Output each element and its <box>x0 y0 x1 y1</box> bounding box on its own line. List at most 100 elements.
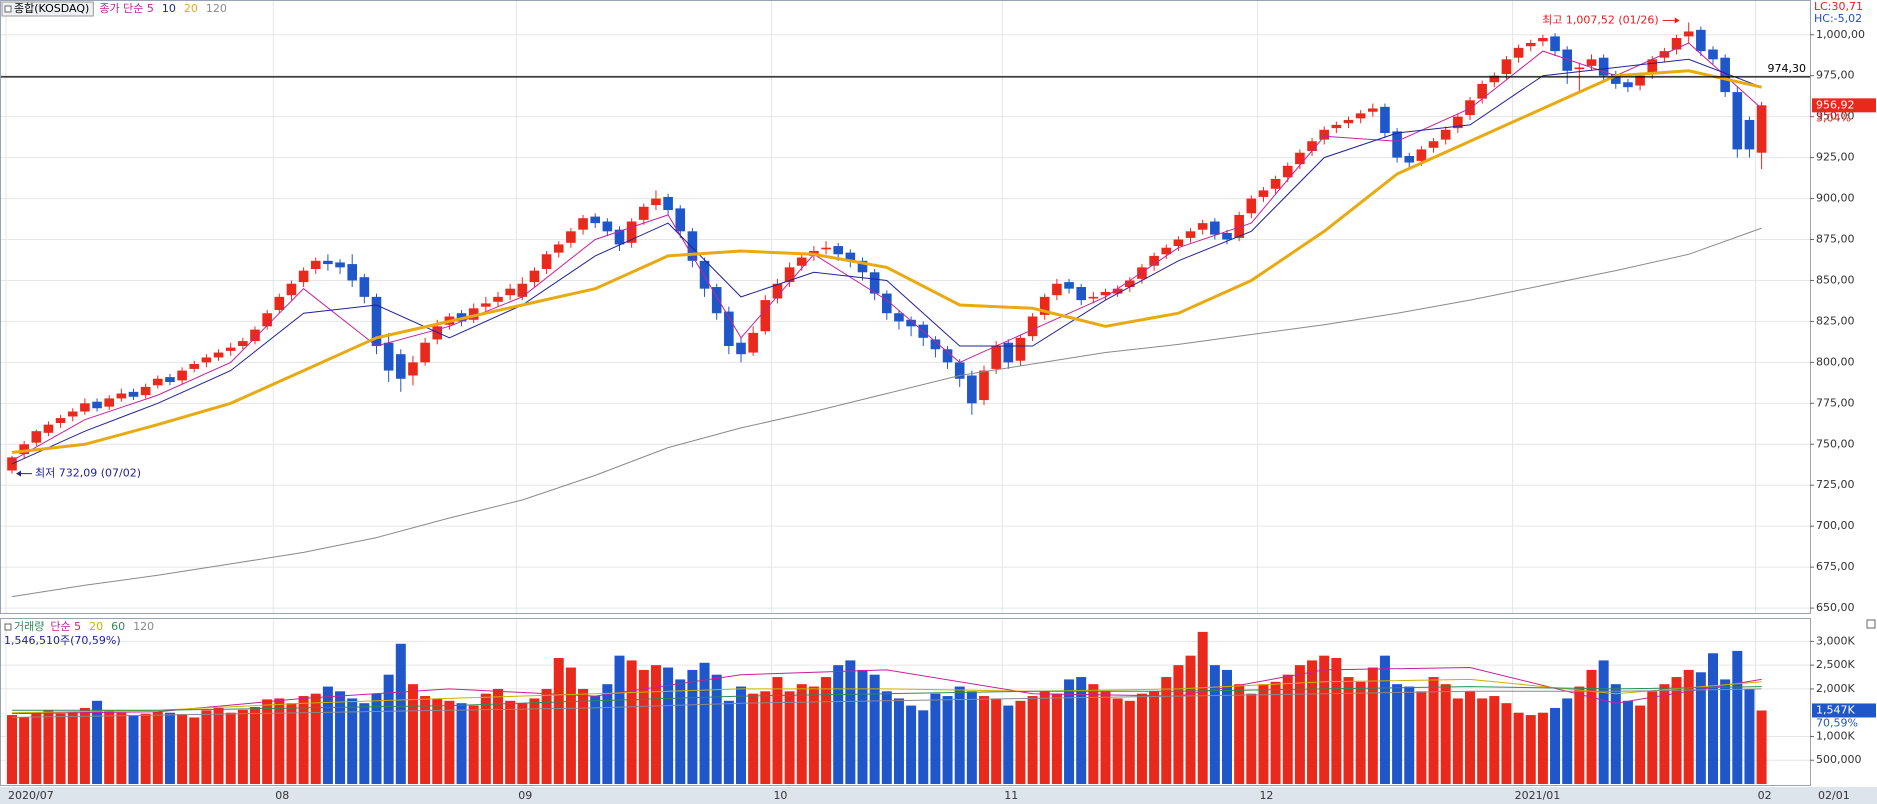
x-tick-label: 11 <box>1004 789 1018 802</box>
candle-body <box>1015 337 1026 361</box>
candle-body <box>833 246 843 255</box>
candle-body <box>1331 124 1342 129</box>
candle-body <box>578 218 588 230</box>
candle-body <box>323 260 333 265</box>
candle-body <box>602 221 613 232</box>
y-tick-label: 975,00 <box>1816 69 1855 82</box>
candle-body <box>517 283 528 297</box>
candle-body <box>1404 155 1415 163</box>
volume-bar <box>1598 660 1609 784</box>
y-tick-label: 1,000K <box>1816 729 1855 742</box>
volume-bar <box>92 700 103 784</box>
candle-body <box>639 206 649 220</box>
volume-bar <box>675 679 686 784</box>
volume-bar <box>906 705 917 784</box>
candle-body <box>1683 31 1694 37</box>
volume-bar <box>1671 677 1682 784</box>
volume-bar <box>1124 700 1135 784</box>
volume-bar <box>1452 698 1463 784</box>
candle-body <box>711 287 722 314</box>
candle-body <box>1513 47 1524 58</box>
volume-bar <box>432 698 443 784</box>
candle-body <box>262 313 272 327</box>
volume-bar <box>31 712 42 784</box>
candle-body <box>1149 255 1159 266</box>
candle-body <box>614 229 625 245</box>
candle-body <box>408 362 418 376</box>
candle-body <box>553 244 564 253</box>
x-axis-band <box>0 787 1877 804</box>
candle-body <box>1161 247 1172 255</box>
candle-body <box>1100 291 1111 296</box>
volume-bar <box>128 715 139 784</box>
volume-bar <box>541 688 552 784</box>
legend-box <box>1 1 94 17</box>
volume-bar <box>1222 669 1232 784</box>
volume-bar <box>517 703 528 784</box>
volume-bar <box>213 707 224 784</box>
candle-body <box>1756 105 1767 153</box>
y-tick-label: 2,500K <box>1816 658 1855 671</box>
candle-body <box>128 391 139 397</box>
y-tick-label: 675,00 <box>1816 560 1855 573</box>
candle-body <box>894 313 904 322</box>
ma-line <box>11 666 1762 715</box>
candle-body <box>991 345 1001 369</box>
y-tick-label: 725,00 <box>1816 478 1855 491</box>
legend-entry: 20 <box>89 620 103 633</box>
candle-body <box>1525 42 1536 47</box>
candle-body <box>153 378 163 386</box>
candle-body <box>1623 82 1633 88</box>
candle-body <box>736 342 746 355</box>
candle-body <box>55 418 66 423</box>
volume-bar <box>1732 650 1743 784</box>
candle-body <box>359 277 370 297</box>
candle-body <box>1222 232 1232 240</box>
candle-body <box>1562 49 1572 71</box>
volume-bar <box>626 660 637 784</box>
volume-bar <box>614 655 625 784</box>
price-panel-frame <box>0 0 1811 614</box>
volume-bar <box>1574 686 1585 784</box>
volume-bar <box>347 698 358 784</box>
candle-body <box>1197 223 1208 230</box>
volume-bar <box>116 712 127 784</box>
candle-body <box>1392 131 1402 158</box>
candle-body <box>1343 119 1354 124</box>
volume-bar <box>1294 665 1305 784</box>
volume-bar <box>736 686 746 784</box>
candle-body <box>1720 57 1730 93</box>
candle-body <box>1319 129 1329 140</box>
candle-body <box>92 401 102 409</box>
y-tick-label: 750,00 <box>1816 437 1855 450</box>
volume-bar <box>821 677 832 784</box>
candle-body <box>1708 49 1718 60</box>
ma-line <box>11 688 1762 718</box>
candle-body <box>165 377 175 383</box>
volume-bar <box>638 669 649 784</box>
y-tick-label: 925,00 <box>1816 151 1855 164</box>
volume-bar <box>796 684 807 784</box>
volume-bar <box>979 696 989 784</box>
candle-body <box>869 272 880 294</box>
x-tick-label: 08 <box>275 789 289 802</box>
candle-body <box>1671 38 1682 50</box>
y-tick-label: 1,000,00 <box>1816 28 1865 41</box>
volume-bar <box>808 686 819 784</box>
y-tick-label: 700,00 <box>1816 519 1855 532</box>
candle-body <box>930 339 941 350</box>
volume-bar <box>1088 684 1099 784</box>
candle-body <box>298 270 309 283</box>
volume-bar <box>1100 691 1111 784</box>
volume-bar <box>893 698 904 784</box>
corner-label: HC:-5,02 <box>1814 12 1862 25</box>
panel-toggle[interactable] <box>1866 619 1876 629</box>
x-tick-label: 10 <box>773 789 787 802</box>
volume-bar <box>371 693 382 784</box>
candle-body <box>225 347 236 351</box>
volume-bar <box>237 709 248 784</box>
volume-bar <box>359 703 370 784</box>
candle-body <box>1112 288 1123 294</box>
candle-body <box>1234 214 1244 238</box>
candle-body <box>140 386 151 396</box>
